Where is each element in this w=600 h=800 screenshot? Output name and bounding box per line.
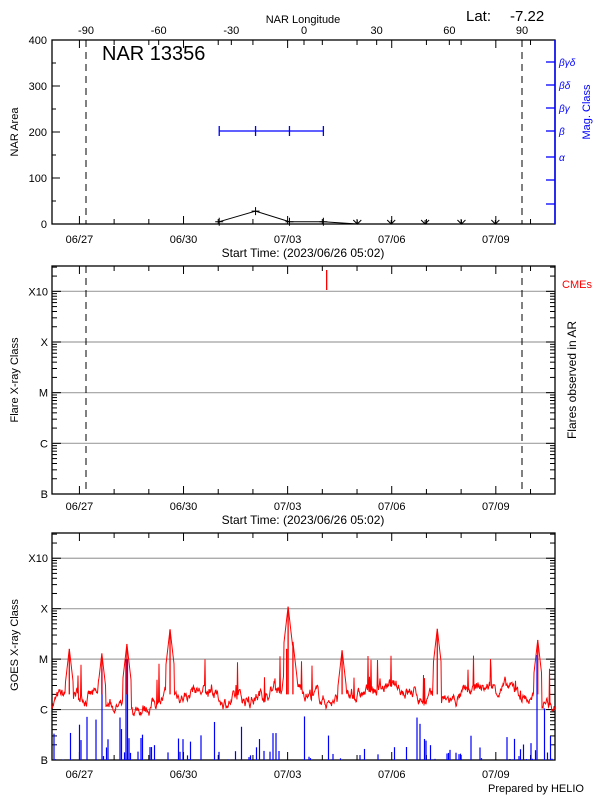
panel2-right-ylabel: Flares observed in AR <box>565 321 579 439</box>
y-tick-label: X <box>41 337 49 349</box>
top-x-tick-label: 90 <box>516 25 528 37</box>
top-x-tick-label: -90 <box>78 25 94 37</box>
y-tick-label: X10 <box>28 553 48 565</box>
y-tick-label: C <box>40 438 48 450</box>
y-tick-label: M <box>39 654 48 666</box>
x-tick-label: 07/03 <box>274 501 302 513</box>
panel2-ylabel: Flare X-ray Class <box>9 337 21 422</box>
area-point <box>352 219 362 225</box>
cme-label: CMEs <box>562 279 592 291</box>
panel-nar-area: 06/27 06/30 07/03 07/06 07/090100200300400-9… <box>29 25 576 246</box>
goes-flux-line <box>51 607 556 717</box>
y-tick-label: M <box>39 388 48 400</box>
x-tick-label: 07/06 <box>378 501 406 513</box>
y-tick-label: 300 <box>29 81 47 93</box>
x-tick-label: 07/09 <box>482 234 510 246</box>
y-tick-label: 0 <box>41 219 47 231</box>
x-tick-label: 07/06 <box>378 769 406 781</box>
panel1-ylabel: NAR Area <box>9 107 21 157</box>
y-tick-label: B <box>41 755 48 767</box>
mag-class-label: βγδ <box>558 58 576 69</box>
area-point <box>420 219 430 225</box>
panel-flare-class: B C M X X10 06/27 06/30 07/03 07/06 07/09 <box>28 265 556 513</box>
panel1-xlabel: Start Time: (2023/06/26 05:02) <box>222 246 385 260</box>
x-tick-label: 07/09 <box>482 501 510 513</box>
x-tick-label: 06/30 <box>170 501 198 513</box>
area-point <box>319 217 328 226</box>
top-xlabel: NAR Longitude <box>266 14 341 26</box>
area-point <box>386 219 396 225</box>
area-point <box>215 217 224 226</box>
x-tick-label: 07/09 <box>482 769 510 781</box>
area-point <box>251 207 260 216</box>
panel2-xlabel: Start Time: (2023/06/26 05:02) <box>222 513 385 527</box>
area-point <box>457 219 466 225</box>
mag-class-label: βγ <box>558 104 571 115</box>
area-point <box>285 217 294 226</box>
lat-label: Lat: <box>466 8 491 25</box>
top-x-tick-label: -30 <box>223 25 239 37</box>
y-tick-label: 200 <box>29 127 47 139</box>
y-tick-label: 400 <box>29 35 47 47</box>
plot-frame <box>51 39 556 225</box>
y-tick-label: 100 <box>29 173 47 185</box>
panel3-ylabel: GOES X-ray Class <box>9 599 21 691</box>
lat-value: -7.22 <box>510 8 544 25</box>
y-tick-label: C <box>40 705 48 717</box>
mag-class-label: α <box>559 153 565 164</box>
panel1-title: NAR 13356 <box>102 43 205 65</box>
mag-class-label: βδ <box>558 81 571 92</box>
plot-frame <box>51 265 556 495</box>
x-tick-label: 07/06 <box>378 234 406 246</box>
x-tick-label: 06/30 <box>170 234 198 246</box>
panel-goes-xray: B C M X X10 06/27 06/30 07/03 07/06 07/09 <box>28 532 556 781</box>
top-x-tick-label: 60 <box>443 25 455 37</box>
x-tick-label: 06/27 <box>66 501 94 513</box>
area-point <box>491 219 500 225</box>
x-tick-label: 07/03 <box>274 234 302 246</box>
y-tick-label: X <box>41 604 49 616</box>
panel1-right-ylabel: Mag. Class <box>581 84 593 140</box>
y-tick-label: B <box>41 489 48 501</box>
top-x-tick-label: 0 <box>301 25 307 37</box>
x-tick-label: 06/27 <box>66 769 94 781</box>
y-tick-label: X10 <box>28 286 48 298</box>
mag-class-label: β <box>558 127 565 138</box>
plot-frame <box>51 532 556 761</box>
x-tick-label: 06/30 <box>170 769 198 781</box>
footer-credit: Prepared by HELIO <box>488 783 584 795</box>
top-x-tick-label: -60 <box>151 25 167 37</box>
x-tick-label: 07/03 <box>274 769 302 781</box>
x-tick-label: 06/27 <box>66 234 94 246</box>
top-x-tick-label: 30 <box>371 25 383 37</box>
